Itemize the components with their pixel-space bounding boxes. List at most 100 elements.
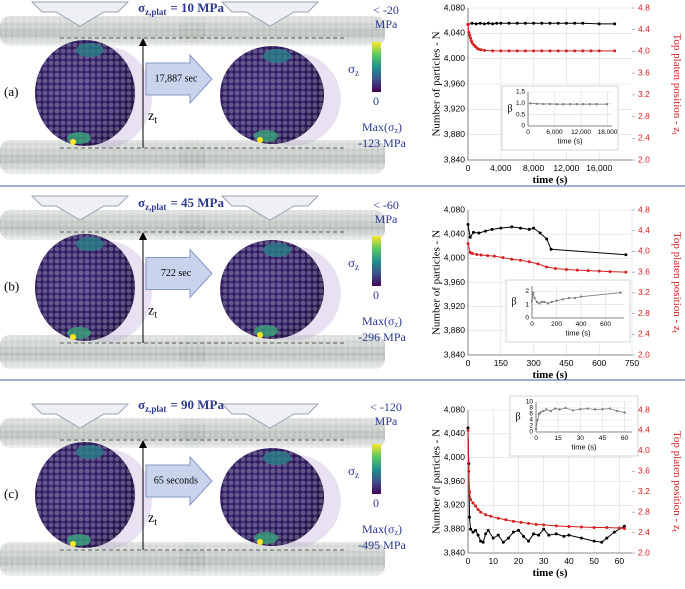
data-point (556, 49, 560, 53)
y-tick-label: 3,920 (444, 301, 466, 311)
data-point (476, 533, 480, 537)
y-tick-label: 1.5 (516, 89, 525, 96)
data-point (545, 237, 549, 241)
data-point (538, 231, 542, 235)
y-tick-label: 3,880 (444, 523, 466, 533)
colorbar-subscript: z (355, 68, 359, 78)
load-arrow (220, 1, 320, 27)
x-tick-label: 200 (551, 321, 562, 328)
y-tick-label: 3,840 (444, 154, 466, 164)
y-tick-label: 0.5 (516, 111, 525, 118)
max-subscript: z (394, 320, 398, 329)
panel-title: σz,plat = 10 MPa (138, 0, 224, 17)
y2-tick-label: 3.6 (638, 466, 650, 476)
data-point (470, 41, 474, 45)
data-point (597, 49, 601, 53)
y2-tick-label: 2.4 (638, 133, 650, 143)
data-point (581, 49, 585, 53)
x-tick-label: 400 (576, 321, 587, 328)
data-point (540, 21, 544, 25)
x-axis-title: time (s) (532, 174, 567, 186)
data-point (567, 533, 571, 537)
data-point (511, 519, 515, 523)
data-point (536, 262, 540, 266)
data-point (479, 253, 483, 257)
x-tick-label: 150 (494, 358, 508, 368)
data-point (491, 49, 495, 53)
y2-title-text: Top platen position - z (671, 232, 683, 331)
data-point (481, 540, 485, 544)
data-point (608, 270, 612, 274)
data-point (617, 526, 621, 530)
colorbar-symbol: σz (348, 463, 359, 480)
data-point (471, 230, 475, 234)
y-tick-label: 4,040 (444, 228, 466, 238)
data-point (562, 534, 566, 538)
y2-tick-label: 2.8 (638, 308, 650, 318)
data-point (470, 21, 474, 25)
data-point (499, 226, 503, 230)
y-tick-label: 3,960 (444, 277, 466, 287)
data-point (489, 514, 493, 518)
data-point (477, 231, 481, 235)
colorbar-sigma: σ (348, 255, 355, 270)
max-subscript: z (394, 528, 398, 537)
y-tick-label: 8 (529, 405, 533, 412)
particle-texture (35, 40, 135, 146)
data-point (486, 528, 490, 532)
x-tick-label: 8,000 (523, 163, 545, 173)
y2-title-text: Top platen position - z (671, 431, 683, 530)
data-point (468, 235, 472, 239)
height-subscript: t (154, 517, 157, 528)
y-tick-label: 0 (525, 315, 529, 322)
data-point (519, 520, 523, 524)
colorbar-symbol: σz (348, 255, 359, 272)
height-label: zt (148, 304, 157, 321)
x-tick-label: 750 (625, 358, 639, 368)
data-point (548, 49, 552, 53)
load-arrow (30, 1, 130, 27)
y2-tick-label: 4.0 (638, 445, 650, 455)
data-point (479, 539, 483, 543)
inset-background (505, 279, 631, 343)
data-point (550, 300, 553, 304)
x-tick-label: 60 (621, 435, 629, 442)
data-point (605, 536, 609, 540)
data-point (466, 223, 470, 226)
data-point (613, 22, 617, 26)
y-tick-label: 3,920 (444, 500, 466, 510)
platen-texture (180, 542, 385, 576)
data-point (466, 428, 470, 432)
data-point (549, 409, 552, 413)
data-point (571, 409, 575, 412)
data-point (579, 295, 583, 298)
data-point (506, 536, 510, 540)
y-tick-label: 3,880 (444, 325, 466, 335)
data-point (484, 513, 488, 517)
height-label: zt (148, 511, 157, 528)
data-point (548, 21, 552, 25)
y-tick-label: 4,040 (444, 428, 466, 438)
colorbar-subscript: z (355, 262, 359, 272)
data-point (562, 103, 565, 106)
data-point (499, 49, 503, 53)
title-subscript: z,plat (145, 202, 166, 212)
data-point (624, 253, 628, 257)
data-point (542, 409, 545, 413)
y2-title-subscript: t (670, 331, 679, 334)
data-point (467, 469, 471, 473)
platen-texture (180, 140, 385, 174)
data-point (535, 102, 539, 105)
data-point (469, 497, 473, 501)
x-tick-label: 10 (488, 556, 498, 566)
data-point (555, 103, 558, 106)
particle-texture (35, 234, 135, 341)
data-point (545, 408, 548, 411)
y-tick-label: 4,000 (444, 53, 466, 63)
data-point (484, 532, 488, 536)
data-point (532, 226, 536, 230)
max-text: Max(σ (362, 120, 395, 134)
data-point (547, 533, 551, 537)
data-point (499, 21, 503, 25)
y2-axis-title: Top platen position - zt (670, 431, 683, 533)
